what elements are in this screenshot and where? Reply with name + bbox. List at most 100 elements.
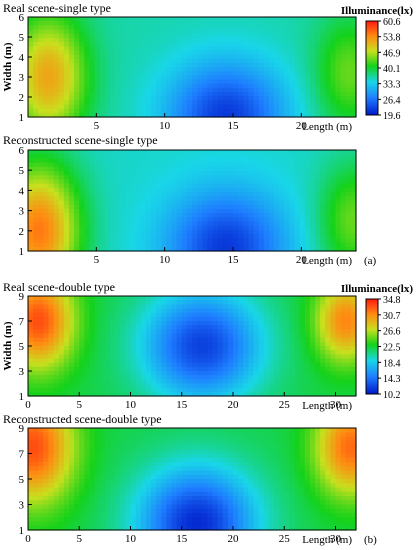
heatmap-cell xyxy=(130,187,137,193)
heatmap-cell xyxy=(38,383,44,389)
heatmap-cell xyxy=(248,337,255,343)
heatmap-cell xyxy=(263,350,270,355)
heatmap-cell xyxy=(63,379,70,385)
heatmap-cell xyxy=(268,225,275,231)
heatmap-cell xyxy=(43,217,50,223)
heatmap-cell xyxy=(28,200,34,206)
heatmap-cell xyxy=(38,238,44,244)
heatmap-cell xyxy=(171,312,178,318)
heatmap-cell xyxy=(258,179,265,185)
heatmap-cell xyxy=(89,71,96,76)
heatmap-cell xyxy=(99,100,106,106)
heatmap-cell xyxy=(197,225,203,231)
heatmap-cell xyxy=(156,42,162,47)
heatmap-cell xyxy=(197,354,203,360)
heatmap-cell xyxy=(166,346,173,351)
heatmap-cell xyxy=(33,387,39,393)
heatmap-cell xyxy=(110,154,116,160)
heatmap-cell xyxy=(166,71,173,76)
heatmap-cell xyxy=(181,62,188,68)
heatmap-cell xyxy=(145,75,152,81)
heatmap-cell xyxy=(350,104,357,110)
heatmap-cell xyxy=(176,234,183,239)
heatmap-cell xyxy=(69,213,75,218)
heatmap-cell xyxy=(233,242,239,248)
heatmap-cell xyxy=(294,196,301,202)
heatmap-cell xyxy=(197,346,203,351)
heatmap-cell xyxy=(279,329,285,335)
heatmap-cell xyxy=(151,54,157,60)
heatmap-cell xyxy=(38,296,44,301)
heatmap-cell xyxy=(335,87,342,93)
heatmap-cell xyxy=(84,350,91,355)
heatmap-cell xyxy=(279,154,285,160)
heatmap-cell xyxy=(166,46,173,51)
x-axis-label: Length (m) xyxy=(302,121,352,133)
heatmap-cell xyxy=(284,154,290,160)
heatmap-cell xyxy=(104,217,111,223)
heatmap-cell xyxy=(217,108,224,114)
heatmap-cell xyxy=(28,504,34,510)
heatmap-cell xyxy=(299,50,306,56)
heatmap-cell xyxy=(135,325,142,330)
heatmap-cell xyxy=(120,83,126,89)
heatmap-cell xyxy=(125,37,132,43)
heatmap-cell xyxy=(284,379,290,385)
heatmap-cell xyxy=(176,166,183,172)
heatmap-cell xyxy=(207,300,214,305)
heatmap-cell xyxy=(320,154,326,160)
heatmap-cell xyxy=(212,100,219,106)
heatmap-cell xyxy=(135,112,142,118)
heatmap-cell xyxy=(28,462,34,467)
heatmap-cell xyxy=(125,175,132,181)
heatmap-cell xyxy=(304,175,311,181)
heatmap-cell xyxy=(284,312,290,318)
heatmap-cell xyxy=(299,304,306,310)
heatmap-cell xyxy=(181,42,188,47)
heatmap-cell xyxy=(176,75,183,81)
heatmap-cell xyxy=(253,213,260,218)
heatmap-cell xyxy=(89,246,96,252)
heatmap-cell xyxy=(171,54,178,60)
heatmap-cell xyxy=(304,108,311,114)
heatmap-cell xyxy=(156,362,162,368)
heatmap-cell xyxy=(33,500,39,506)
heatmap-cell xyxy=(268,217,275,223)
heatmap-cell xyxy=(248,25,255,31)
heatmap-cell xyxy=(197,29,203,35)
heatmap-cell xyxy=(243,62,249,68)
heatmap-cell xyxy=(156,58,162,64)
heatmap-cell xyxy=(99,50,106,56)
heatmap-cell xyxy=(248,42,255,47)
heatmap-cell xyxy=(217,33,224,39)
heatmap-cell xyxy=(43,200,50,206)
heatmap-cell xyxy=(74,246,80,252)
heatmap-cell xyxy=(125,304,132,310)
heatmap-cell xyxy=(233,162,239,168)
heatmap-cell xyxy=(299,150,306,155)
heatmap-cell xyxy=(258,300,265,305)
heatmap-cell xyxy=(166,387,173,393)
heatmap-cell xyxy=(315,379,321,385)
heatmap-cell xyxy=(33,432,39,438)
heatmap-cell xyxy=(69,33,75,39)
heatmap-cell xyxy=(345,304,352,310)
heatmap-cell xyxy=(110,312,116,318)
heatmap-cell xyxy=(202,208,208,214)
heatmap-cell xyxy=(243,96,249,101)
heatmap-cell xyxy=(325,229,331,235)
heatmap-cell xyxy=(63,225,70,231)
heatmap-cell xyxy=(227,304,234,310)
heatmap-cell xyxy=(248,333,255,339)
heatmap-cell xyxy=(345,333,352,339)
heatmap-cell xyxy=(140,96,147,101)
heatmap-cell xyxy=(192,42,198,47)
heatmap-cell xyxy=(309,362,316,368)
heatmap-cell xyxy=(335,108,342,114)
heatmap-cell xyxy=(268,112,275,118)
heatmap-cell xyxy=(294,379,301,385)
heatmap-cell xyxy=(253,321,260,326)
heatmap-cell xyxy=(58,246,65,252)
heatmap-cell xyxy=(279,21,285,26)
heatmap-cell xyxy=(207,350,214,355)
